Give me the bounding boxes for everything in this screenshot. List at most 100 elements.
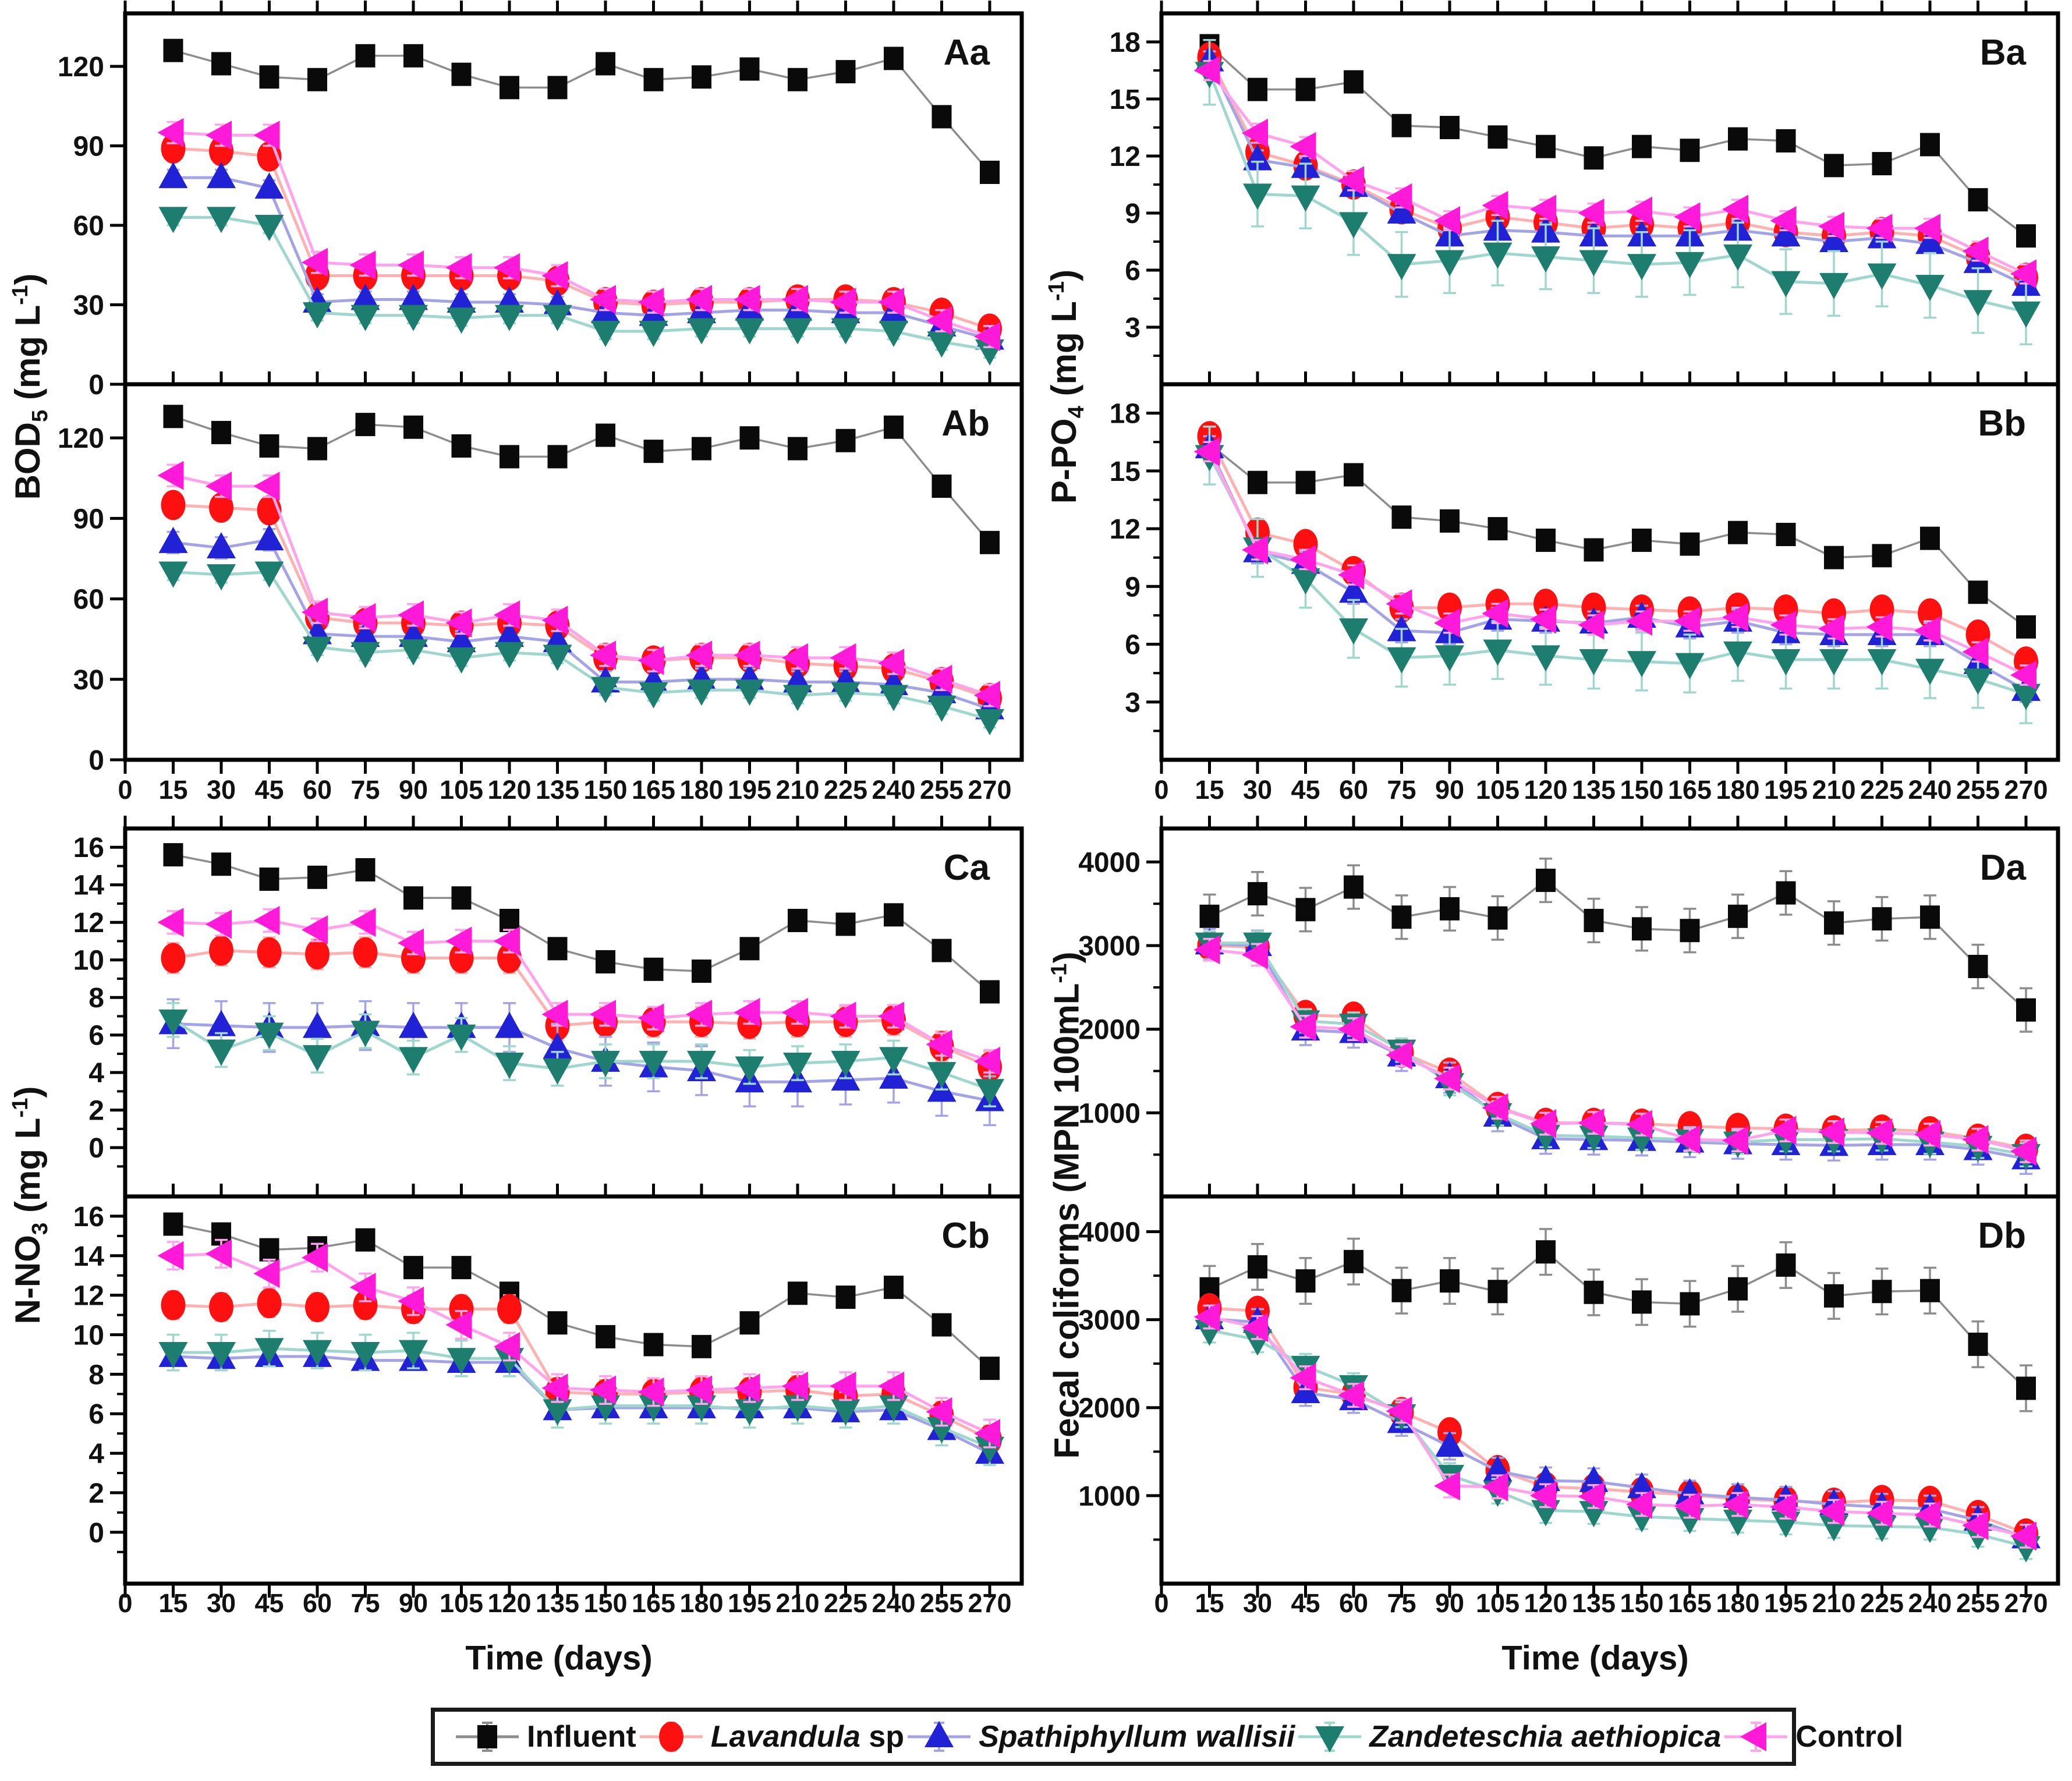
svg-text:15: 15 [1195, 775, 1224, 805]
svg-text:4000: 4000 [1078, 1217, 1141, 1248]
svg-text:240: 240 [872, 1588, 915, 1618]
legend-item-spathiphyllum: Spathiphyllum wallisii [904, 1715, 1295, 1758]
svg-text:0: 0 [88, 1133, 104, 1164]
svg-text:150: 150 [583, 775, 627, 805]
x-axis-title-left: Time (days) [465, 1639, 653, 1677]
svg-text:12: 12 [1110, 141, 1141, 172]
svg-text:195: 195 [1764, 1588, 1808, 1618]
svg-text:30: 30 [1243, 775, 1272, 805]
svg-text:120: 120 [1524, 775, 1567, 805]
svg-text:255: 255 [920, 775, 964, 805]
svg-text:75: 75 [350, 775, 380, 805]
axis-title-text: ) [8, 1086, 47, 1098]
zandeteschia-triangle-down-icon [1298, 1722, 1362, 1752]
spathiphyllum-triangle-up-icon [908, 1721, 971, 1752]
svg-text:195: 195 [728, 775, 771, 805]
axis-title-text: N-NO [8, 1235, 47, 1325]
svg-text:3: 3 [1125, 313, 1141, 344]
svg-text:12: 12 [73, 1281, 104, 1312]
svg-text:105: 105 [440, 1588, 483, 1618]
axis-title-sub: 5 [27, 409, 52, 423]
svg-text:150: 150 [1620, 775, 1663, 805]
axis-title-sup: -1 [1046, 963, 1072, 983]
y-axis-title-ppo4: P-PO4 (mg L-1) [1044, 270, 1089, 504]
svg-text:270: 270 [968, 1588, 1011, 1618]
svg-text:210: 210 [1812, 775, 1855, 805]
svg-text:15: 15 [1110, 456, 1141, 487]
control-triangle-left-icon [1724, 1722, 1788, 1752]
svg-text:90: 90 [399, 1588, 428, 1618]
axis-title-text: P-PO [1044, 418, 1083, 504]
svg-text:45: 45 [1291, 1588, 1320, 1618]
svg-text:60: 60 [303, 775, 332, 805]
svg-text:18: 18 [1110, 27, 1141, 58]
legend-item-zandeteschia: Zandeteschia aethiopica [1295, 1715, 1721, 1758]
svg-text:240: 240 [1908, 775, 1951, 805]
svg-text:165: 165 [632, 1588, 675, 1618]
svg-text:3000: 3000 [1078, 931, 1141, 962]
svg-text:0: 0 [118, 775, 132, 805]
legend-label-control: Control [1795, 1719, 1903, 1754]
legend: Influent Lavandula sp Spathiphyllum wall… [431, 1708, 1903, 1766]
svg-text:210: 210 [775, 1588, 819, 1618]
svg-text:180: 180 [1716, 775, 1759, 805]
axis-title-text: BOD [8, 422, 47, 500]
svg-text:45: 45 [254, 775, 284, 805]
svg-text:0: 0 [88, 1518, 104, 1549]
svg-text:105: 105 [440, 775, 483, 805]
y-axis-title-bod: BOD5 (mg L-1) [8, 274, 53, 500]
svg-text:120: 120 [58, 52, 104, 83]
svg-text:12: 12 [73, 908, 104, 939]
legend-item-lavandula: Lavandula sp [636, 1715, 904, 1758]
svg-text:Ab: Ab [941, 403, 990, 444]
y-axis-title-fecal: Fecal coliforms (MPN 100mL-1) [1047, 951, 1087, 1458]
svg-text:14: 14 [73, 870, 105, 901]
svg-text:2: 2 [88, 1478, 104, 1509]
svg-text:14: 14 [73, 1241, 105, 1272]
svg-text:45: 45 [1291, 775, 1320, 805]
panel-Ca: 0 2 4 6 8 10 12 14 16 Ca [73, 816, 1024, 1210]
svg-text:15: 15 [158, 775, 187, 805]
axis-title-sub: 3 [27, 1222, 52, 1235]
svg-text:135: 135 [536, 775, 579, 805]
svg-text:75: 75 [1387, 775, 1416, 805]
legend-label-italic: Zandeteschia aethiopica [1369, 1720, 1722, 1754]
svg-text:15: 15 [1110, 84, 1141, 115]
axis-title-text: (mg L [1044, 301, 1083, 406]
svg-text:4000: 4000 [1078, 847, 1141, 878]
svg-text:6: 6 [1125, 256, 1141, 286]
svg-text:60: 60 [73, 211, 104, 242]
svg-text:8: 8 [88, 983, 104, 1014]
svg-text:270: 270 [2004, 1588, 2048, 1618]
svg-text:75: 75 [350, 1588, 380, 1618]
axis-title-text: (mg L [8, 1117, 47, 1223]
svg-text:Da: Da [1980, 848, 2027, 888]
svg-text:15: 15 [1195, 1588, 1224, 1618]
legend-label-zandeteschia: Zandeteschia aethiopica [1369, 1719, 1721, 1754]
svg-text:Bb: Bb [1978, 403, 2026, 444]
svg-text:165: 165 [1668, 1588, 1712, 1618]
svg-text:90: 90 [73, 504, 104, 534]
svg-text:30: 30 [207, 1588, 236, 1618]
legend-label-plain: sp [860, 1720, 905, 1754]
svg-text:16: 16 [73, 1202, 104, 1233]
svg-text:Db: Db [1978, 1216, 2026, 1256]
svg-text:120: 120 [487, 1588, 531, 1618]
svg-text:105: 105 [1476, 1588, 1520, 1618]
panel-Da: 1000 2000 3000 4000 Da [1078, 816, 2060, 1210]
svg-text:90: 90 [399, 775, 428, 805]
svg-text:150: 150 [1620, 1588, 1663, 1618]
svg-text:225: 225 [824, 1588, 867, 1618]
svg-text:9: 9 [1125, 572, 1141, 603]
svg-text:0: 0 [88, 370, 104, 401]
legend-label-plain: Influent [527, 1720, 636, 1754]
svg-text:Ca: Ca [944, 848, 990, 888]
svg-text:165: 165 [1668, 775, 1712, 805]
svg-text:2000: 2000 [1078, 1015, 1141, 1046]
svg-text:135: 135 [1572, 1588, 1616, 1618]
svg-text:120: 120 [58, 423, 104, 454]
svg-text:75: 75 [1387, 1588, 1416, 1618]
legend-label-lavandula: Lavandula sp [711, 1719, 904, 1754]
axis-title-sub: 4 [1064, 406, 1089, 419]
